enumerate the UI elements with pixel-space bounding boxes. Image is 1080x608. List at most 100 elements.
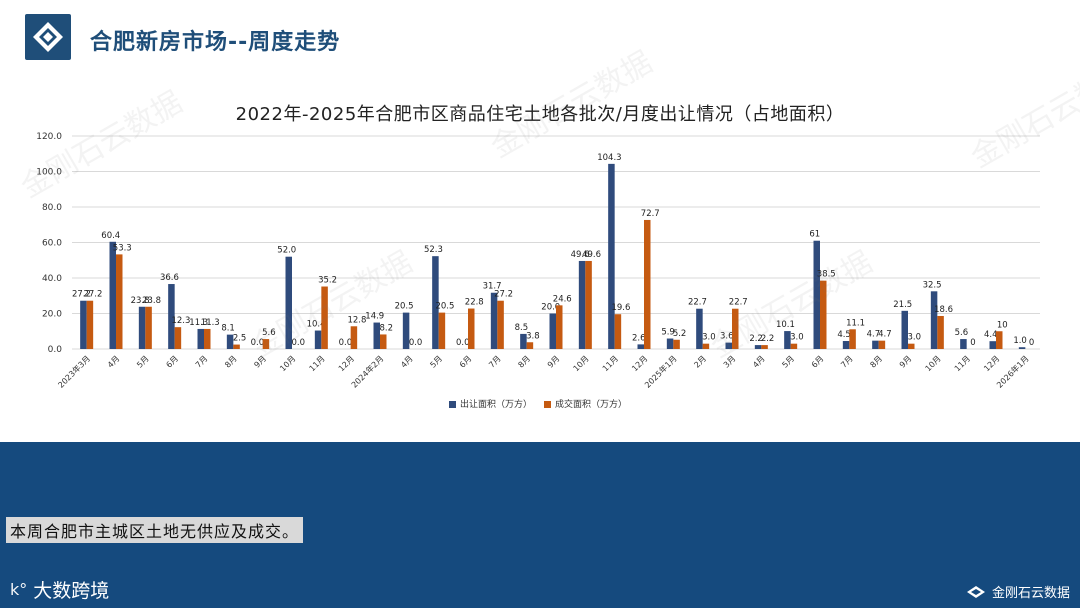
x-tick-label: 8月 — [223, 354, 239, 370]
bar — [373, 322, 380, 349]
data-label: 52.0 — [277, 246, 296, 256]
data-label: 52.3 — [424, 245, 443, 255]
bar — [725, 342, 732, 349]
data-label: 23.8 — [142, 296, 161, 306]
header: 合肥新房市场--周度走势 — [0, 0, 1080, 80]
data-label: 0.0 — [409, 338, 423, 348]
data-label: 27.2 — [83, 290, 102, 300]
bar — [732, 308, 739, 349]
data-label: 8.5 — [515, 323, 529, 333]
bar — [556, 305, 563, 349]
bar-chart: 0.020.040.060.080.0100.0120.027.260.423.… — [36, 132, 1040, 410]
data-label: 20.0 — [541, 303, 560, 313]
data-label: 31.7 — [483, 282, 502, 292]
x-tick-label: 2026年1月 — [994, 353, 1030, 389]
bar — [696, 308, 703, 349]
data-label: 8.1 — [221, 324, 235, 334]
brand-right: 金刚石云数据 — [966, 582, 1070, 601]
bar — [145, 306, 152, 349]
x-tick-label: 11月 — [601, 354, 620, 373]
data-label: 104.3 — [597, 153, 621, 163]
data-label: 0.0 — [456, 338, 470, 348]
diamond-brand-icon — [966, 585, 985, 598]
data-label: 5.2 — [673, 329, 687, 339]
y-tick-label: 80.0 — [42, 203, 62, 213]
summary-note: 本周合肥市主城区土地无供应及成交。 — [6, 517, 304, 543]
page-title: 合肥新房市场--周度走势 — [90, 30, 341, 55]
data-label: 10.1 — [776, 320, 795, 330]
data-label: 22.8 — [465, 298, 484, 308]
data-label: 2.2 — [761, 334, 775, 344]
bar — [321, 286, 328, 349]
brand-left-text: 大数跨境 — [33, 580, 110, 602]
data-label: 11.3 — [189, 318, 208, 328]
data-label: 4.7 — [867, 330, 881, 340]
y-tick-label: 40.0 — [42, 274, 62, 284]
bar — [497, 300, 504, 349]
legend-label: 成交面积（万方） — [555, 398, 627, 410]
legend-label: 出让面积（万方） — [460, 398, 532, 410]
x-tick-label: 11月 — [308, 354, 327, 373]
y-tick-label: 0.0 — [48, 345, 63, 355]
bar — [226, 334, 234, 349]
x-tick-label: 6月 — [458, 354, 474, 370]
x-tick-label: 9月 — [546, 354, 562, 370]
bar — [174, 327, 182, 349]
x-tick-label: 4月 — [106, 354, 122, 370]
bar — [761, 345, 768, 349]
x-tick-label: 12月 — [630, 354, 649, 373]
bar — [168, 284, 175, 349]
data-label: 8.2 — [379, 323, 393, 333]
legend-swatch — [449, 401, 456, 408]
data-label: 20.5 — [395, 302, 414, 312]
data-label: 1.0 — [1013, 336, 1027, 346]
data-label: 12.3 — [171, 316, 190, 326]
data-label: 5.6 — [262, 328, 276, 338]
y-tick-label: 120.0 — [36, 132, 62, 142]
data-label: 0 — [1029, 338, 1034, 348]
x-tick-label: 2024年2月 — [349, 353, 385, 389]
data-label: 49.6 — [582, 250, 601, 260]
bar — [285, 256, 292, 349]
data-label: 72.7 — [641, 209, 660, 219]
diamond-logo-icon — [33, 22, 63, 52]
data-label: 19.6 — [611, 303, 630, 313]
x-tick-label: 5月 — [135, 354, 151, 370]
x-tick-label: 4月 — [399, 354, 415, 370]
bar — [468, 308, 475, 349]
bar — [549, 313, 556, 349]
x-tick-label: 11月 — [953, 354, 972, 373]
data-label: 0.0 — [251, 338, 265, 348]
bar — [204, 328, 211, 349]
data-label: 18.6 — [934, 305, 953, 315]
data-label: 3.6 — [720, 332, 734, 342]
bar — [930, 291, 938, 349]
data-label: 24.6 — [553, 294, 572, 304]
brand-left: k° 大数跨境 — [10, 576, 109, 603]
x-tick-label: 8月 — [516, 354, 532, 370]
bar — [908, 343, 915, 349]
data-label: 11.1 — [846, 318, 865, 328]
data-label: 20.5 — [435, 302, 454, 312]
data-label: 10.4 — [307, 320, 326, 330]
x-tick-label: 9月 — [252, 354, 268, 370]
bar — [86, 300, 94, 349]
bar — [109, 241, 116, 349]
bar — [614, 314, 622, 349]
bar — [438, 312, 446, 349]
y-tick-label: 20.0 — [42, 310, 62, 320]
bar — [233, 344, 240, 349]
bar — [754, 345, 762, 349]
data-label: 4.4 — [984, 330, 998, 340]
x-tick-label: 7月 — [194, 354, 210, 370]
data-label: 36.6 — [160, 273, 179, 283]
x-tick-label: 12月 — [982, 354, 1001, 373]
bar — [820, 280, 827, 349]
bar — [138, 306, 146, 349]
bar — [490, 292, 498, 349]
bar — [520, 333, 527, 349]
data-label: 11.3 — [201, 318, 220, 328]
bar — [116, 254, 123, 349]
bar — [402, 312, 410, 349]
data-label: 0.0 — [339, 338, 353, 348]
